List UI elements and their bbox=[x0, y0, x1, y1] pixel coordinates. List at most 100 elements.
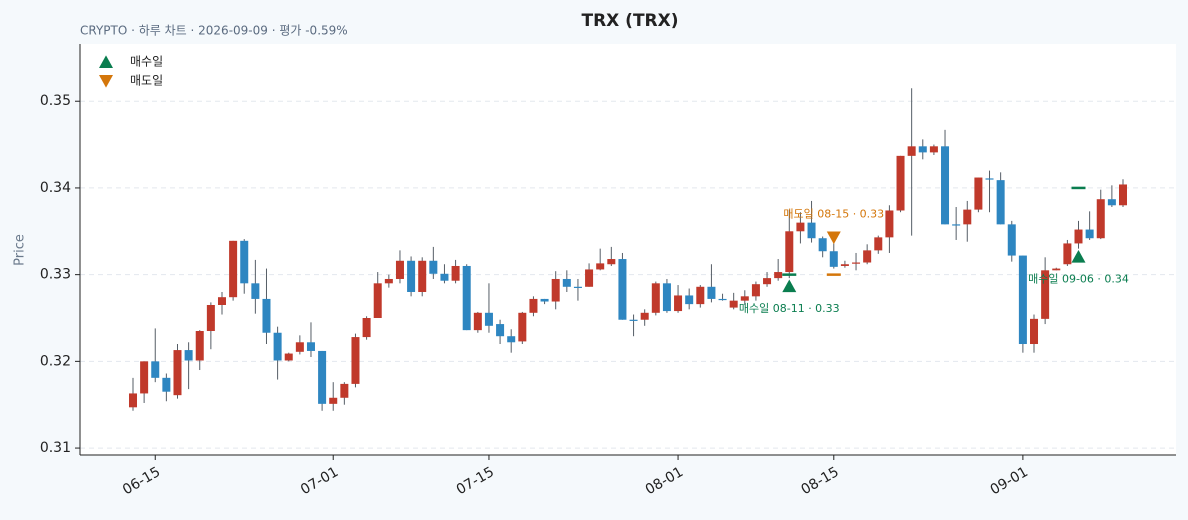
candle-body bbox=[807, 222, 816, 239]
candle-body bbox=[585, 269, 594, 287]
candle-body bbox=[1041, 270, 1050, 319]
candle-body bbox=[651, 283, 660, 313]
candle-body bbox=[551, 278, 560, 302]
candle-body bbox=[229, 240, 238, 298]
candle-body bbox=[262, 298, 271, 333]
candle-body bbox=[896, 155, 905, 211]
candle-body bbox=[195, 331, 204, 361]
candle-body bbox=[596, 263, 605, 270]
x-tick-label: 07-01 bbox=[298, 464, 341, 498]
plot-area bbox=[80, 44, 1176, 455]
candle-body bbox=[429, 260, 438, 274]
candle-body bbox=[685, 295, 694, 305]
y-tick-label: 0.32 bbox=[40, 353, 71, 369]
candle-body bbox=[562, 278, 571, 287]
x-tick-label: 06-15 bbox=[120, 464, 163, 498]
candle-body bbox=[140, 361, 149, 394]
legend-label: 매도일 bbox=[130, 74, 163, 88]
candle-body bbox=[718, 298, 727, 301]
candle-body bbox=[173, 350, 182, 396]
candle-body bbox=[707, 286, 716, 299]
candle-body bbox=[618, 259, 627, 320]
legend-marker bbox=[99, 75, 113, 88]
candle-body bbox=[852, 262, 861, 264]
candle-body bbox=[996, 180, 1005, 225]
candle-body bbox=[240, 240, 249, 284]
candle-body bbox=[395, 260, 404, 279]
candle-body bbox=[840, 264, 849, 266]
candle-body bbox=[1118, 184, 1128, 206]
candle-body bbox=[785, 231, 794, 273]
candle-body bbox=[507, 336, 516, 343]
candle-body bbox=[863, 250, 872, 263]
candle-body bbox=[1074, 229, 1083, 244]
marker-label: 매수일 09-06 · 0.34 bbox=[1028, 272, 1129, 286]
candle-body bbox=[518, 312, 527, 342]
candle-body bbox=[763, 278, 772, 285]
y-tick-label: 0.34 bbox=[40, 180, 71, 196]
candle-body bbox=[918, 146, 927, 153]
marker-label: 매도일 08-15 · 0.33 bbox=[783, 206, 884, 220]
candle-body bbox=[963, 209, 972, 225]
candle-body bbox=[128, 393, 138, 408]
candle-body bbox=[151, 361, 160, 378]
legend-label: 매수일 bbox=[130, 55, 163, 69]
candle-body bbox=[1085, 229, 1094, 239]
chart-title: TRX (TRX) bbox=[581, 11, 678, 31]
candle-body bbox=[1052, 268, 1061, 271]
candle-body bbox=[306, 342, 315, 351]
candle-body bbox=[384, 278, 393, 284]
candle-body bbox=[629, 319, 638, 321]
candle-body bbox=[1007, 224, 1016, 256]
candle-body bbox=[751, 284, 760, 297]
candle-body bbox=[318, 350, 327, 404]
candle-body bbox=[484, 312, 493, 326]
y-tick-label: 0.31 bbox=[40, 440, 71, 456]
candle-body bbox=[340, 383, 349, 398]
chart-subtitle: CRYPTO · 하루 차트 · 2026-09-09 · 평가 -0.59% bbox=[80, 24, 348, 38]
candle-body bbox=[206, 304, 215, 332]
candle-body bbox=[829, 251, 838, 267]
candle-body bbox=[640, 312, 649, 320]
candle-body bbox=[952, 224, 961, 226]
candle-body bbox=[941, 146, 950, 225]
candle-body bbox=[496, 324, 505, 337]
y-tick-label: 0.33 bbox=[40, 267, 71, 283]
candle-body bbox=[529, 298, 538, 313]
candle-body bbox=[985, 178, 994, 180]
candle-body bbox=[373, 283, 382, 318]
candle-body bbox=[818, 238, 827, 252]
candle-body bbox=[674, 295, 683, 312]
candle-body bbox=[885, 210, 894, 238]
candle-body bbox=[273, 332, 282, 361]
buy-marker bbox=[782, 279, 797, 293]
candle-body bbox=[407, 260, 416, 292]
candle-body bbox=[418, 260, 427, 292]
candle-body bbox=[217, 297, 226, 305]
candle-body bbox=[284, 353, 293, 361]
candle-body bbox=[295, 342, 304, 352]
x-tick-label: 08-15 bbox=[799, 464, 842, 498]
x-tick-label: 09-01 bbox=[988, 464, 1031, 498]
candle-body bbox=[607, 259, 616, 265]
sell-marker bbox=[826, 231, 841, 245]
candle-body bbox=[740, 296, 749, 301]
candle-body bbox=[451, 265, 460, 281]
candle-body bbox=[251, 283, 260, 299]
candle-body bbox=[1018, 255, 1027, 345]
y-tick-label: 0.35 bbox=[40, 93, 71, 109]
candle-body bbox=[329, 397, 338, 404]
candle-body bbox=[796, 222, 805, 232]
candle-body bbox=[774, 272, 783, 279]
candle-body bbox=[874, 237, 883, 251]
candle-body bbox=[907, 146, 916, 156]
y-axis-label: Price bbox=[13, 234, 28, 266]
candle-body bbox=[929, 146, 938, 153]
buy-marker bbox=[1071, 249, 1086, 263]
candle-body bbox=[351, 337, 360, 384]
x-tick-label: 07-15 bbox=[454, 464, 497, 498]
candle-body bbox=[1063, 243, 1072, 265]
candle-body bbox=[540, 298, 549, 302]
candle-body bbox=[462, 265, 471, 331]
